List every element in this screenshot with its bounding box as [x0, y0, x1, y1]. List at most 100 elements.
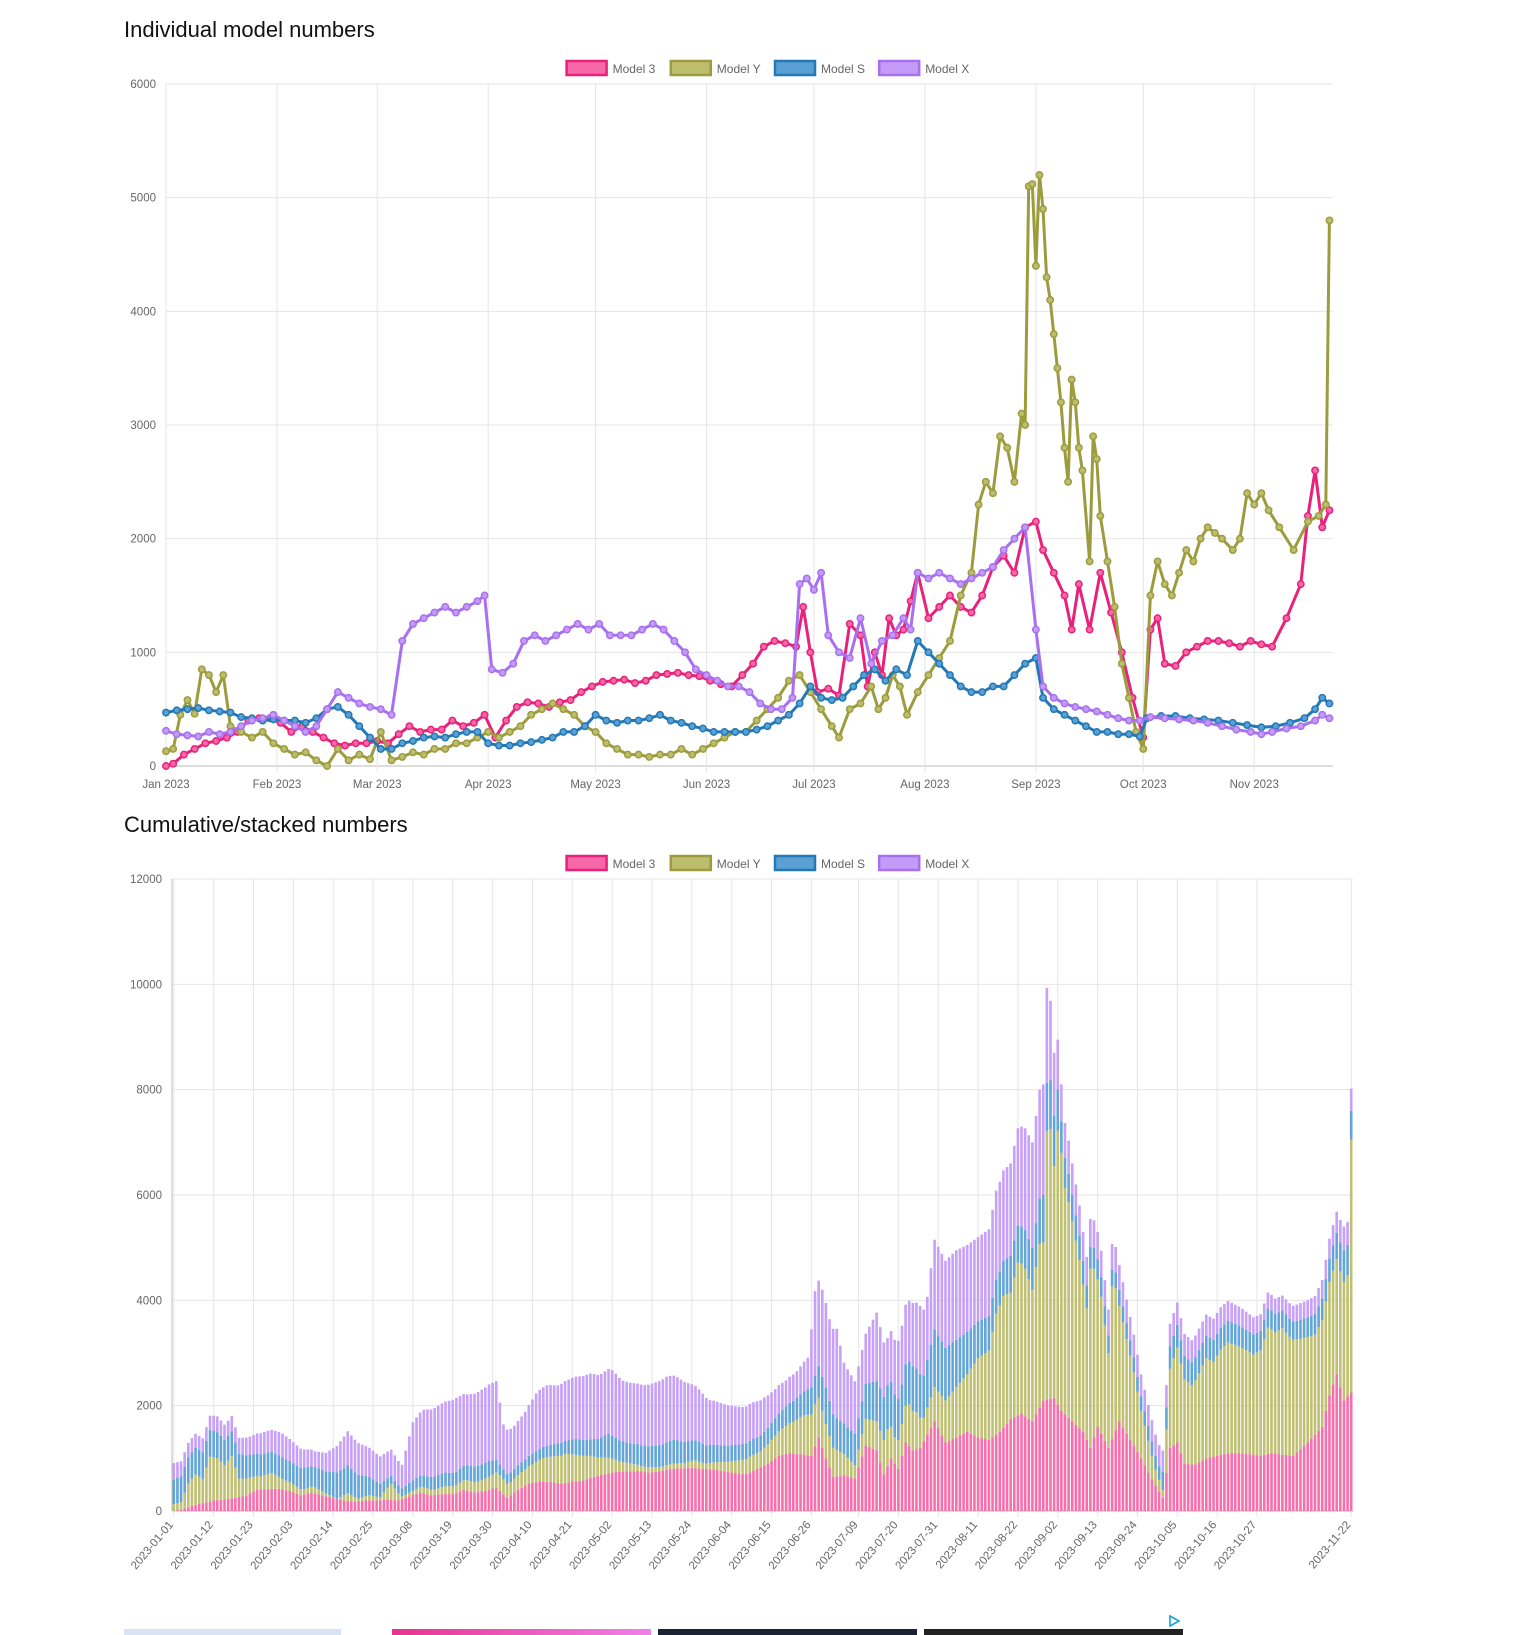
bar-segment-model-3[interactable] — [936, 1428, 940, 1511]
data-point-model-s[interactable] — [1325, 699, 1334, 708]
data-point-model-y[interactable] — [1060, 443, 1069, 452]
bar-segment-model-y[interactable] — [1190, 1385, 1194, 1465]
bar-segment-model-3[interactable] — [1335, 1374, 1338, 1511]
data-point-model-x[interactable] — [194, 732, 203, 741]
bar-segment-model-3[interactable] — [748, 1472, 752, 1511]
legend-swatch-model-x[interactable] — [877, 854, 921, 872]
data-point-model-s[interactable] — [881, 676, 890, 685]
bar-segment-model-y[interactable] — [455, 1484, 458, 1493]
bar-segment-model-y[interactable] — [1031, 1289, 1034, 1422]
bar-segment-model-s[interactable] — [473, 1466, 476, 1483]
bar-segment-model-x[interactable] — [1143, 1389, 1146, 1412]
bar-segment-model-s[interactable] — [618, 1440, 621, 1462]
bar-segment-model-x[interactable] — [1092, 1220, 1096, 1248]
data-point-model-y[interactable] — [1196, 534, 1205, 543]
bar-segment-model-3[interactable] — [864, 1445, 868, 1511]
bar-segment-model-x[interactable] — [799, 1366, 802, 1395]
bar-segment-model-y[interactable] — [922, 1417, 926, 1442]
bar-segment-model-y[interactable] — [248, 1477, 252, 1494]
bar-segment-model-s[interactable] — [824, 1387, 828, 1425]
bar-segment-model-y[interactable] — [1154, 1469, 1157, 1486]
bar-segment-model-s[interactable] — [1230, 1322, 1233, 1344]
ad-thumbnail[interactable] — [924, 1629, 1183, 1635]
data-point-model-s[interactable] — [709, 727, 718, 736]
bar-segment-model-y[interactable] — [610, 1458, 614, 1473]
data-point-model-x[interactable] — [409, 619, 417, 628]
bar-segment-model-x[interactable] — [393, 1455, 397, 1481]
data-point-model-s[interactable] — [1010, 671, 1019, 680]
data-point-model-s[interactable] — [946, 671, 954, 680]
bar-segment-model-x[interactable] — [752, 1402, 755, 1440]
bar-segment-model-s[interactable] — [777, 1413, 781, 1432]
data-point-model-s[interactable] — [838, 693, 847, 702]
bar-segment-model-3[interactable] — [368, 1500, 371, 1511]
ad-thumbnail[interactable] — [124, 1629, 341, 1635]
data-point-model-3[interactable] — [1246, 637, 1255, 645]
bar-segment-model-x[interactable] — [433, 1407, 436, 1477]
bar-segment-model-x[interactable] — [1219, 1307, 1223, 1328]
bar-segment-model-3[interactable] — [1299, 1449, 1302, 1511]
bar-segment-model-x[interactable] — [926, 1296, 929, 1361]
bar-segment-model-s[interactable] — [1060, 1121, 1063, 1153]
data-point-model-3[interactable] — [212, 737, 221, 745]
data-point-model-y[interactable] — [688, 750, 697, 759]
data-point-model-y[interactable] — [301, 748, 310, 757]
bar-segment-model-x[interactable] — [1034, 1116, 1038, 1224]
bar-segment-model-y[interactable] — [1110, 1286, 1114, 1440]
bar-segment-model-x[interactable] — [802, 1361, 806, 1392]
bar-segment-model-x[interactable] — [411, 1422, 415, 1481]
bar-segment-model-y[interactable] — [1125, 1338, 1128, 1434]
data-point-model-s[interactable] — [795, 699, 804, 708]
bar-segment-model-s[interactable] — [643, 1445, 647, 1467]
bar-segment-model-x[interactable] — [1324, 1259, 1328, 1279]
bar-segment-model-x[interactable] — [650, 1383, 654, 1446]
bar-segment-model-s[interactable] — [868, 1382, 871, 1420]
data-point-model-x[interactable] — [899, 614, 908, 623]
bar-segment-model-y[interactable] — [183, 1492, 186, 1509]
bar-segment-model-x[interactable] — [1041, 1084, 1045, 1195]
bar-segment-model-3[interactable] — [317, 1494, 321, 1511]
bar-segment-model-x[interactable] — [1306, 1300, 1310, 1318]
bar-segment-model-3[interactable] — [1230, 1453, 1233, 1511]
legend-label-model-y[interactable]: Model Y — [717, 857, 761, 871]
bar-segment-model-s[interactable] — [440, 1473, 444, 1488]
bar-segment-model-y[interactable] — [1056, 1130, 1060, 1405]
bar-segment-model-y[interactable] — [1038, 1244, 1041, 1408]
bar-segment-model-3[interactable] — [694, 1468, 697, 1511]
bar-segment-model-x[interactable] — [281, 1433, 284, 1458]
bar-segment-model-3[interactable] — [266, 1488, 270, 1511]
bar-segment-model-s[interactable] — [730, 1445, 734, 1462]
bar-segment-model-s[interactable] — [1223, 1324, 1226, 1346]
bar-segment-model-y[interactable] — [1078, 1259, 1081, 1429]
bar-segment-model-y[interactable] — [404, 1494, 407, 1498]
bar-segment-model-s[interactable] — [1110, 1269, 1114, 1287]
bar-segment-model-3[interactable] — [205, 1502, 208, 1511]
bar-segment-model-s[interactable] — [505, 1473, 509, 1484]
bar-segment-model-s[interactable] — [487, 1460, 491, 1477]
bar-segment-model-s[interactable] — [462, 1466, 465, 1481]
bar-segment-model-y[interactable] — [936, 1391, 940, 1429]
bar-segment-model-y[interactable] — [364, 1496, 368, 1501]
data-point-model-x[interactable] — [366, 702, 374, 711]
data-point-model-y[interactable] — [1250, 500, 1259, 509]
bar-segment-model-3[interactable] — [676, 1468, 679, 1511]
bar-segment-model-y[interactable] — [1070, 1221, 1074, 1422]
data-point-model-s[interactable] — [806, 682, 815, 691]
bar-segment-model-x[interactable] — [969, 1242, 973, 1329]
bar-segment-model-s[interactable] — [748, 1440, 752, 1457]
bar-segment-model-x[interactable] — [1310, 1298, 1313, 1316]
data-point-model-s[interactable] — [666, 716, 675, 725]
bar-segment-model-3[interactable] — [614, 1472, 618, 1511]
bar-segment-model-3[interactable] — [1277, 1454, 1281, 1511]
bar-segment-model-3[interactable] — [538, 1481, 542, 1511]
bar-segment-model-s[interactable] — [773, 1418, 777, 1436]
bar-segment-model-s[interactable] — [636, 1444, 639, 1465]
bar-segment-model-x[interactable] — [469, 1394, 473, 1467]
bar-segment-model-y[interactable] — [636, 1464, 639, 1471]
bar-segment-model-y[interactable] — [1299, 1338, 1302, 1450]
bar-segment-model-y[interactable] — [397, 1493, 400, 1501]
bar-segment-model-3[interactable] — [1172, 1445, 1175, 1511]
bar-segment-model-y[interactable] — [273, 1474, 277, 1489]
data-point-model-y[interactable] — [197, 665, 206, 674]
bar-segment-model-x[interactable] — [357, 1443, 360, 1475]
